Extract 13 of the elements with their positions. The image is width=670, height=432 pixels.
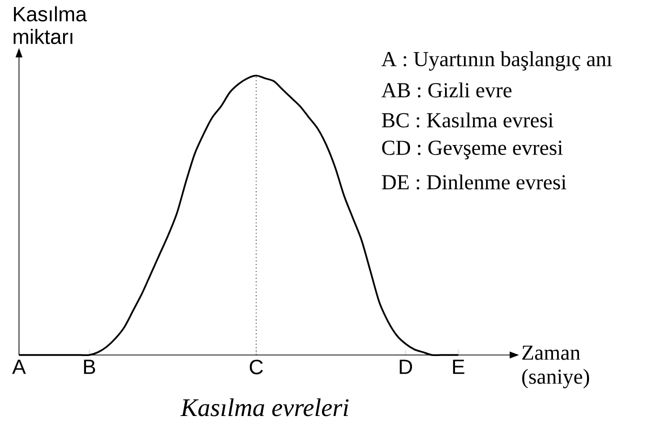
annotation: DE : Dinlenme evresi [382,174,566,190]
annotation: CD : Gevşeme evresi [382,140,563,160]
x-tick-label: C [250,360,263,374]
y-axis-title: Kasılma miktarı [14,6,87,44]
annotation: AB : Gizli evre [381,82,512,98]
x-tick-label: B [84,360,96,374]
x-tick-label: D [400,360,412,374]
x-tick-label: E [453,360,464,374]
text: Kasılma evreleri [180,398,349,416]
annotation: BC : Kasılma evresi [382,112,554,128]
text: A : Uyartının başlangıç anı [381,51,612,71]
x-tick-label: A [12,360,26,374]
x-axis-title: Zaman (saniye) [522,346,590,388]
